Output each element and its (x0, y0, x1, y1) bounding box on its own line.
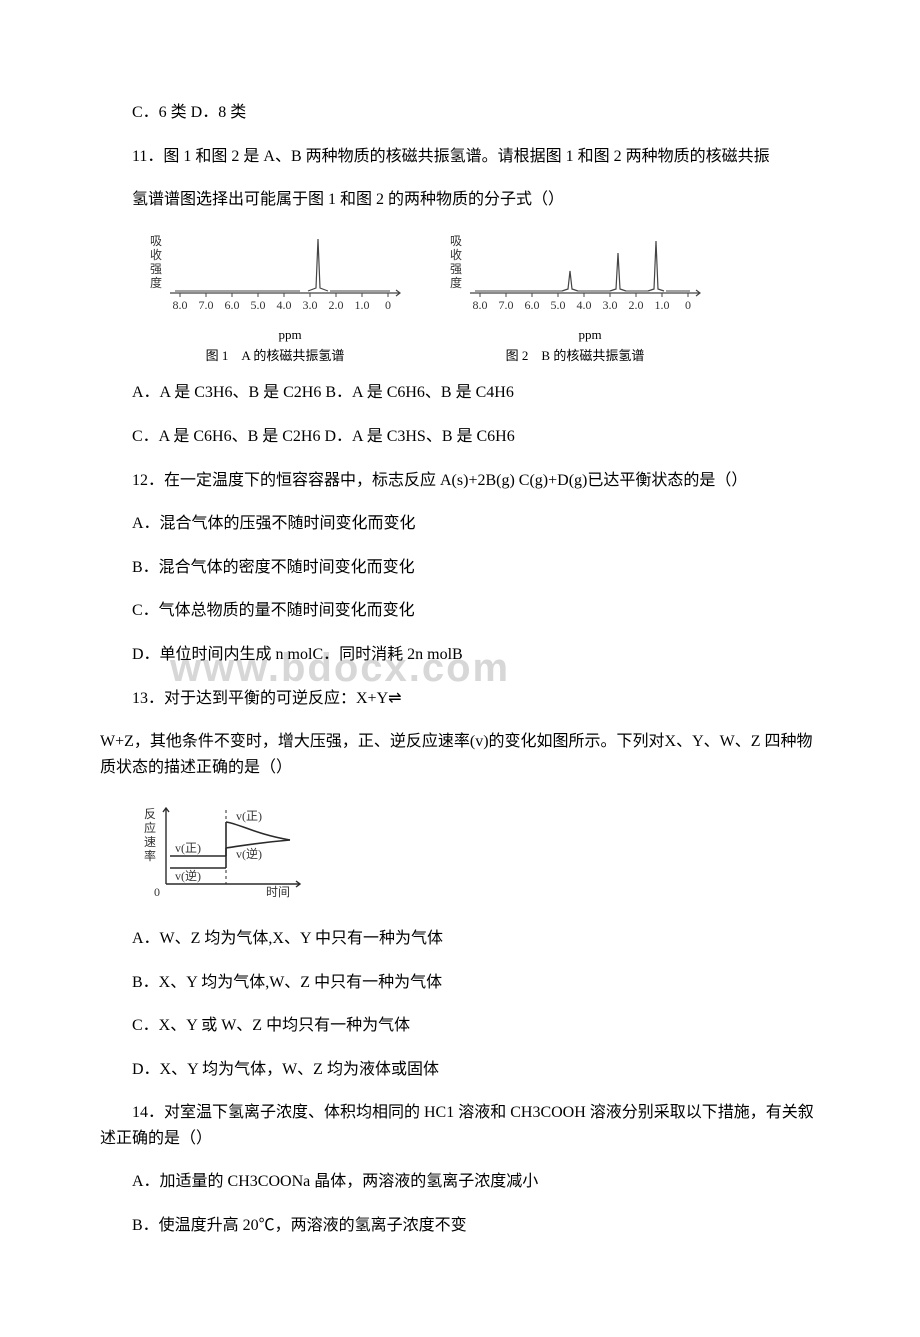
svg-text:3.0: 3.0 (603, 298, 618, 312)
figB-yl2: 收 (450, 248, 462, 262)
svg-text:2.0: 2.0 (329, 298, 344, 312)
q13-stem2-text: W+Z，其他条件不变时，增大压强，正、逆反应速率(v)的变化如图所示。下列对X、… (100, 733, 813, 776)
q12-optB: B．混合气体的密度不随时间变化而变化 (100, 555, 820, 581)
svg-text:8.0: 8.0 (473, 298, 488, 312)
q12-optD: D．单位时间内生成 n molC．同时消耗 2n molB (100, 642, 820, 668)
q13-optA: A．W、Z 均为气体,X、Y 中只有一种为气体 (100, 926, 820, 952)
q14-optA: A．加适量的 CH3COONa 晶体，两溶液的氢离子浓度减小 (100, 1169, 820, 1195)
rate-chart-icon: 反 应 速 率 0 时间 v(正) v(逆) v(正) v(逆) (140, 798, 310, 903)
svg-text:6.0: 6.0 (525, 298, 540, 312)
nmr-chart-a-icon: 吸 收 强 度 8.0 7.0 6.0 5.0 4.0 3.0 2.0 1.0 0 (140, 231, 410, 331)
q13-vfwd-left: v(正) (175, 841, 201, 855)
figA-yl2: 收 (150, 248, 162, 262)
q13-stem2: W+Z，其他条件不变时，增大压强，正、逆反应速率(v)的变化如图所示。下列对X、… (100, 729, 820, 780)
svg-text:4.0: 4.0 (277, 298, 292, 312)
figA-yl4: 度 (150, 275, 162, 290)
figB-xunit: ppm (578, 325, 601, 346)
q13-stem1: 13．对于达到平衡的可逆反应：X+Y⇌ (100, 686, 820, 712)
q13-zero: 0 (154, 885, 160, 899)
q13-yl4: 率 (144, 848, 156, 863)
q13-yl1: 反 (144, 807, 156, 821)
figA-yl1: 吸 (150, 234, 162, 248)
figB-yl3: 强 (450, 262, 462, 276)
q14-stem: 14．对室温下氢离子浓度、体积均相同的 HC1 溶液和 CH3COOH 溶液分别… (100, 1100, 820, 1151)
q13-optC: C．X、Y 或 W、Z 中均只有一种为气体 (100, 1013, 820, 1039)
svg-text:7.0: 7.0 (199, 298, 214, 312)
figB-caption: 图 2 B 的核磁共振氢谱 (506, 346, 645, 367)
q11-optC: C．A 是 C6H6、B 是 C2H6 D．A 是 C3HS、B 是 C6H6 (100, 424, 820, 450)
q13-yl3: 速 (144, 835, 156, 849)
q10-options-cd: C．6 类 D．8 类 (100, 100, 820, 126)
svg-text:4.0: 4.0 (577, 298, 592, 312)
figA-caption: 图 1 A 的核磁共振氢谱 (206, 346, 345, 367)
svg-text:3.0: 3.0 (303, 298, 318, 312)
q11-optA: A．A 是 C3H6、B 是 C2H6 B．A 是 C6H6、B 是 C4H6 (100, 380, 820, 406)
q13-optB: B．X、Y 均为气体,W、Z 中只有一种为气体 (100, 970, 820, 996)
q11-stem-line2: 氢谱谱图选择出可能属于图 1 和图 2 的两种物质的分子式（） (100, 187, 820, 213)
svg-text:7.0: 7.0 (499, 298, 514, 312)
q11-stem1-text: 11．图 1 和图 2 是 A、B 两种物质的核磁共振氢谱。请根据图 1 和图 … (132, 148, 770, 165)
q13-yl2: 应 (144, 820, 156, 835)
figB-yl4: 度 (450, 275, 462, 290)
q11-stem-line1: 11．图 1 和图 2 是 A、B 两种物质的核磁共振氢谱。请根据图 1 和图 … (100, 144, 820, 170)
svg-text:1.0: 1.0 (655, 298, 670, 312)
nmr-chart-b-icon: 吸 收 强 度 8.0 7.0 6.0 5.0 4.0 3.0 2.0 1.0 0 (440, 231, 710, 331)
q13-vrev-left: v(逆) (175, 868, 201, 883)
svg-text:2.0: 2.0 (629, 298, 644, 312)
svg-text:0: 0 (685, 298, 691, 312)
q13-vrev-right: v(逆) (236, 846, 262, 861)
q11-figure-b: 吸 收 强 度 8.0 7.0 6.0 5.0 4.0 3.0 2.0 1.0 0 ppm 图 … (440, 231, 710, 367)
q13-optD: D．X、Y 均为气体，W、Z 均为液体或固体 (100, 1057, 820, 1083)
svg-text:5.0: 5.0 (251, 298, 266, 312)
figA-yl3: 强 (150, 262, 162, 276)
q11-figures: 吸 收 强 度 8.0 7.0 6.0 5.0 4.0 3.0 2.0 1.0 0 ppm 图 … (140, 231, 820, 367)
q12-stem-text: 12．在一定温度下的恒容容器中，标志反应 A(s)+2B(g) C(g)+D(g… (132, 472, 747, 489)
svg-text:5.0: 5.0 (551, 298, 566, 312)
q13-xlabel: 时间 (266, 885, 290, 899)
svg-text:0: 0 (385, 298, 391, 312)
q14-optB: B．使温度升高 20℃，两溶液的氢离子浓度不变 (100, 1213, 820, 1239)
svg-text:6.0: 6.0 (225, 298, 240, 312)
svg-text:1.0: 1.0 (355, 298, 370, 312)
q12-optA: A．混合气体的压强不随时间变化而变化 (100, 511, 820, 537)
q13-figure: 反 应 速 率 0 时间 v(正) v(逆) v(正) v(逆) (140, 798, 820, 912)
q12-stem: 12．在一定温度下的恒容容器中，标志反应 A(s)+2B(g) C(g)+D(g… (100, 468, 820, 494)
q14-stem-text: 14．对室温下氢离子浓度、体积均相同的 HC1 溶液和 CH3COOH 溶液分别… (100, 1104, 814, 1147)
figA-xunit: ppm (278, 325, 301, 346)
figB-yl1: 吸 (450, 234, 462, 248)
q13-vfwd-right: v(正) (236, 809, 262, 823)
svg-text:8.0: 8.0 (173, 298, 188, 312)
q11-figure-a: 吸 收 强 度 8.0 7.0 6.0 5.0 4.0 3.0 2.0 1.0 0 ppm 图 … (140, 231, 410, 367)
q12-optC: C．气体总物质的量不随时间变化而变化 (100, 598, 820, 624)
